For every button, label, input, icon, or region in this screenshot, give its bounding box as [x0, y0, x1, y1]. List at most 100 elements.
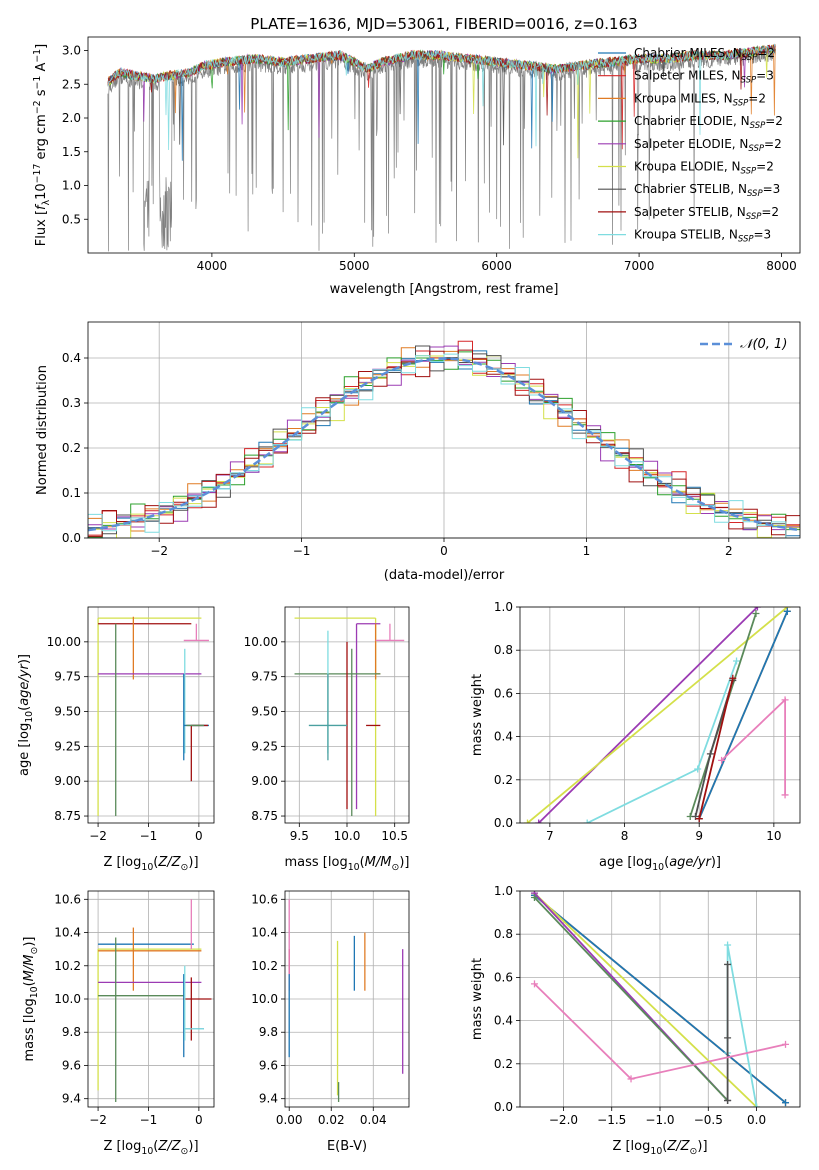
y-tick-label: 1.0 — [494, 884, 513, 898]
y-tick-label: 9.4 — [62, 1092, 81, 1106]
model-spectrum-line — [107, 43, 776, 151]
label-part: −1 — [32, 49, 43, 63]
x-tick-label: −1.5 — [597, 1113, 626, 1127]
x-tick-label: 7 — [546, 829, 554, 843]
axes-frame — [87, 606, 215, 824]
label-part: ( — [22, 981, 37, 986]
weight-series-line — [533, 892, 758, 1107]
weight-point-marker — [691, 813, 699, 821]
y-tick-label: 0.4 — [62, 351, 81, 365]
plot-area-massweight-vs-Z — [530, 891, 790, 1107]
y-tick-label: 0.3 — [62, 396, 81, 410]
label-part: ( — [153, 1139, 158, 1154]
plot-area-mass-vs-Z — [97, 899, 212, 1103]
x-tick-label: 0.00 — [276, 1113, 303, 1127]
y-tick-label: 0.8 — [494, 927, 513, 941]
weight-point-marker — [535, 819, 543, 823]
x-axis-label: mass [log10(M/M⊙)] — [285, 855, 410, 873]
weight-point-marker — [781, 696, 789, 704]
y-tick-label: 9.8 — [62, 1025, 81, 1039]
weight-point-marker — [724, 941, 732, 949]
label-part: =2 — [756, 160, 774, 174]
y-tick-label: 0.5 — [62, 212, 81, 226]
label-part: ] — [34, 44, 49, 49]
y-tick-label: 9.6 — [259, 1058, 278, 1072]
legend-entry: Salpeter ELODIE, NSSP=2 — [634, 137, 782, 154]
label-part: Z [log — [103, 1139, 141, 1154]
weight-point-marker — [733, 657, 741, 665]
x-tick-label: 10.5 — [381, 829, 408, 843]
weight-point-marker — [782, 1099, 790, 1107]
legend-entry: Chabrier STELIB, NSSP=3 — [634, 182, 780, 199]
label-part: f — [34, 203, 49, 210]
y-tick-label: 1.0 — [494, 600, 513, 614]
legend-entry: Kroupa STELIB, NSSP=3 — [634, 228, 771, 245]
label-part: SSP — [747, 189, 763, 199]
x-tick-label: 5000 — [339, 259, 370, 273]
plot-area-massweight-vs-age — [523, 607, 791, 823]
weight-point-marker — [724, 1034, 732, 1042]
y-axis-label: mass weight — [470, 958, 485, 1040]
y-tick-label: 0.0 — [494, 816, 513, 830]
weight-point-marker — [724, 960, 732, 968]
label-part: ( — [662, 1139, 667, 1154]
x-tick-label: 6000 — [481, 259, 512, 273]
label-part: M/M — [22, 955, 37, 982]
label-part: =2 — [757, 46, 775, 60]
y-tick-label: 3.0 — [62, 44, 81, 58]
panel-spectrum: 4000 5000 6000 7000 8000 0.5 1.0 1.5 2.0 2.5 3.0 Fl… — [32, 36, 801, 297]
weight-point-marker — [718, 756, 726, 764]
label-part: ( — [153, 855, 158, 870]
observed-spectrum-line — [107, 46, 776, 252]
label-part: =3 — [763, 182, 781, 196]
x-axis-label: Z [log10(Z/Z⊙)] — [612, 1139, 707, 1157]
x-tick-label: 10 — [766, 829, 781, 843]
label-part: =2 — [764, 137, 782, 151]
y-axis-label: age [log10(age/yr)] — [17, 654, 35, 776]
label-part: 10 — [141, 862, 153, 873]
x-tick-label: 8 — [621, 829, 629, 843]
label-part: ⊙ — [181, 1146, 189, 1157]
y-tick-label: 9.00 — [251, 774, 278, 788]
label-part: ⊙ — [29, 947, 40, 955]
label-part: age/yr — [669, 855, 712, 870]
label-part: ( — [360, 855, 365, 870]
label-part: E(B-V) — [327, 1139, 367, 1154]
legend: Chabrier MILES, NSSP=2 Salpeter MILES, NS… — [598, 46, 783, 245]
label-part: )] — [711, 855, 721, 870]
label-part: A — [34, 63, 49, 76]
label-part: 10 — [34, 183, 49, 200]
label-part: M/M — [365, 855, 392, 870]
y-tick-label: 10.6 — [251, 892, 278, 906]
label-part: =2 — [765, 114, 783, 128]
weight-point-marker — [706, 750, 714, 758]
label-part: =3 — [754, 228, 772, 242]
y-tick-label: 0.2 — [494, 1057, 513, 1071]
x-tick-label: 0.0 — [747, 1113, 766, 1127]
label-part: mass [log — [285, 855, 348, 870]
y-axis-label: Flux [fλ10−17 erg cm−2 s−1 A−1] — [32, 44, 52, 246]
y-axis-label: mass weight — [470, 674, 485, 756]
y-tick-label: 9.50 — [54, 705, 81, 719]
plot-area-residual-hist — [88, 340, 800, 538]
label-part: −1 — [32, 76, 43, 90]
label-part: mass [log — [22, 998, 37, 1061]
x-axis-label: E(B-V) — [327, 1139, 367, 1154]
weight-point-marker — [753, 1103, 761, 1107]
y-tick-label: 10.6 — [54, 892, 81, 906]
label-part: age/yr — [17, 662, 32, 705]
legend-entry: Chabrier MILES, NSSP=2 — [634, 46, 775, 63]
label-part: SSP — [741, 167, 757, 177]
y-tick-label: 10.2 — [54, 959, 81, 973]
x-axis-label: Z [log10(Z/Z⊙)] — [103, 1139, 198, 1157]
y-tick-label: 1.5 — [62, 145, 81, 159]
y-tick-label: 9.50 — [251, 705, 278, 719]
label-part: 10 — [348, 862, 360, 873]
y-tick-label: 9.00 — [54, 774, 81, 788]
x-axis-label: (data-model)/error — [384, 568, 505, 583]
y-axis-label: Normed distribution — [35, 365, 50, 495]
weight-series-line — [698, 610, 789, 820]
label-part: 10 — [652, 862, 664, 873]
